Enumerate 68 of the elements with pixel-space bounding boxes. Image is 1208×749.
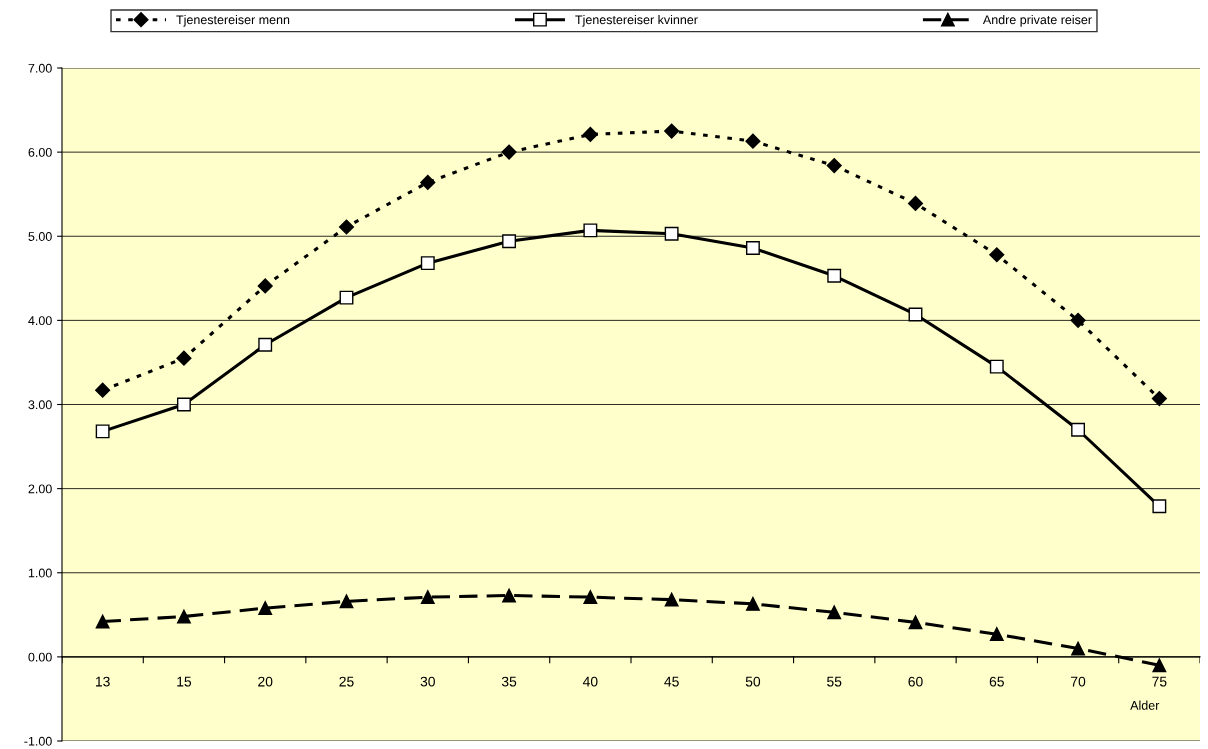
point [908, 615, 923, 630]
x-axis-title: Alder [1130, 700, 1160, 710]
legend-label: Tjenestereiser menn [176, 14, 290, 27]
legend-label: Andre private reiser [982, 14, 1092, 27]
y-tick-label: 4.00 [28, 316, 52, 326]
point [989, 359, 1004, 374]
y-tick-label: 7.00 [28, 63, 52, 73]
point [176, 350, 192, 366]
y-tick-label: 5.00 [28, 232, 52, 241]
x-tick-label: 20 [258, 676, 273, 687]
point [257, 278, 273, 294]
point [1071, 641, 1086, 656]
point [826, 158, 842, 174]
y-tick-label: 6.00 [28, 147, 52, 157]
point [176, 609, 191, 624]
point [989, 627, 1004, 642]
point [827, 268, 842, 283]
point [502, 588, 517, 603]
x-tick-label: 35 [501, 676, 517, 687]
point [501, 144, 517, 160]
y-tick-label: 0.00 [28, 652, 52, 662]
x-tick-label: 13 [95, 676, 110, 687]
point [176, 397, 191, 412]
point [95, 382, 111, 398]
x-tick-label: 60 [908, 676, 923, 687]
x-tick-label: 65 [989, 676, 1004, 687]
point [1152, 499, 1167, 514]
point [745, 133, 761, 149]
legend-label: Tjenestereiser kvinner [575, 14, 698, 27]
point [664, 226, 679, 241]
point [420, 174, 436, 190]
point [258, 337, 273, 352]
x-tick-label: 15 [177, 676, 192, 687]
point [502, 234, 517, 249]
x-tick-label: 30 [420, 676, 435, 687]
x-tick-label: 70 [1071, 676, 1086, 687]
point [827, 605, 842, 620]
point [1151, 391, 1167, 407]
x-tick-label: 25 [339, 676, 354, 687]
point [339, 290, 354, 305]
y-tick-label: 2.00 [28, 484, 52, 494]
point [420, 256, 435, 271]
point [989, 247, 1005, 263]
point [1152, 658, 1167, 673]
point [338, 219, 355, 235]
x-tick-label: 55 [827, 676, 842, 687]
x-tick-label: 40 [582, 676, 598, 687]
point [745, 596, 760, 611]
x-tick-label: 45 [664, 676, 679, 687]
x-tick-label: 75 [1152, 676, 1167, 687]
y-tick-label: -1.00 [24, 736, 52, 746]
point [420, 590, 435, 605]
point [95, 424, 110, 439]
point [95, 614, 110, 629]
point [583, 223, 598, 238]
y-tick-label: 1.00 [28, 568, 52, 578]
point [583, 590, 598, 605]
x-tick-label: 50 [745, 676, 761, 687]
point [1071, 422, 1086, 437]
point [582, 126, 598, 143]
point [664, 592, 679, 607]
point [745, 241, 760, 255]
point [1070, 312, 1086, 328]
point [339, 594, 354, 609]
y-tick-label: 3.00 [28, 400, 52, 410]
point [664, 123, 680, 139]
point [907, 195, 924, 212]
point [258, 601, 273, 616]
